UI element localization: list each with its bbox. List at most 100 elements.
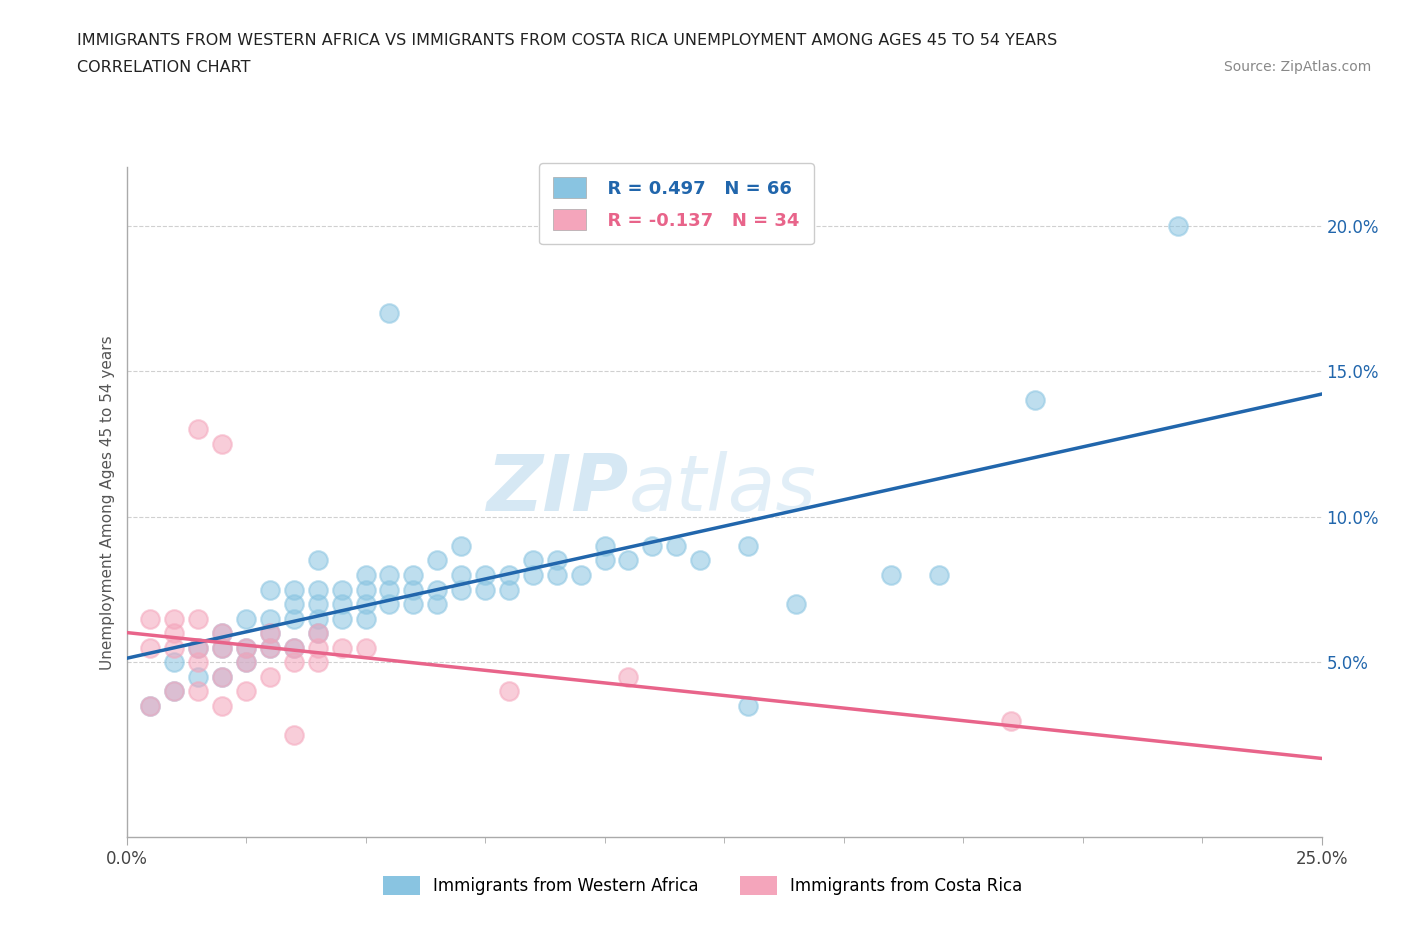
Point: [187, 422, 209, 437]
Text: ZIP: ZIP: [486, 451, 628, 526]
Point: [259, 641, 281, 656]
Point: [235, 641, 257, 656]
Point: [235, 655, 257, 670]
Point: [617, 553, 640, 568]
Point: [307, 597, 329, 612]
Point: [187, 611, 209, 626]
Point: [139, 698, 162, 713]
Point: [211, 436, 233, 451]
Point: [307, 655, 329, 670]
Point: [354, 567, 377, 582]
Point: [402, 567, 425, 582]
Point: [163, 684, 186, 698]
Point: [259, 626, 281, 641]
Point: [1167, 219, 1189, 233]
Point: [259, 670, 281, 684]
Point: [283, 597, 305, 612]
Point: [211, 670, 233, 684]
Point: [259, 582, 281, 597]
Point: [187, 641, 209, 656]
Point: [211, 698, 233, 713]
Point: [283, 727, 305, 742]
Point: [617, 670, 640, 684]
Point: [283, 655, 305, 670]
Point: [546, 553, 568, 568]
Point: [450, 538, 472, 553]
Legend:   R = 0.497   N = 66,   R = -0.137   N = 34: R = 0.497 N = 66, R = -0.137 N = 34: [538, 163, 814, 245]
Point: [1000, 713, 1022, 728]
Point: [330, 611, 353, 626]
Point: [235, 655, 257, 670]
Point: [283, 611, 305, 626]
Point: [474, 582, 496, 597]
Point: [378, 306, 401, 321]
Point: [187, 655, 209, 670]
Point: [402, 582, 425, 597]
Point: [378, 582, 401, 597]
Point: [330, 597, 353, 612]
Point: [307, 553, 329, 568]
Point: [498, 684, 520, 698]
Legend: Immigrants from Western Africa, Immigrants from Costa Rica: Immigrants from Western Africa, Immigran…: [375, 867, 1031, 903]
Point: [307, 641, 329, 656]
Point: [402, 597, 425, 612]
Point: [426, 597, 449, 612]
Point: [187, 641, 209, 656]
Point: [307, 626, 329, 641]
Point: [522, 553, 544, 568]
Point: [139, 641, 162, 656]
Point: [426, 582, 449, 597]
Point: [1024, 392, 1046, 407]
Point: [593, 538, 616, 553]
Point: [546, 567, 568, 582]
Point: [283, 641, 305, 656]
Point: [211, 641, 233, 656]
Point: [259, 641, 281, 656]
Text: CORRELATION CHART: CORRELATION CHART: [77, 60, 250, 75]
Point: [378, 567, 401, 582]
Point: [354, 582, 377, 597]
Point: [283, 641, 305, 656]
Point: [235, 641, 257, 656]
Point: [187, 670, 209, 684]
Point: [211, 626, 233, 641]
Point: [163, 641, 186, 656]
Point: [785, 597, 807, 612]
Point: [235, 684, 257, 698]
Point: [378, 597, 401, 612]
Point: [307, 626, 329, 641]
Point: [665, 538, 688, 553]
Point: [211, 670, 233, 684]
Point: [330, 641, 353, 656]
Point: [330, 582, 353, 597]
Point: [163, 611, 186, 626]
Point: [593, 553, 616, 568]
Y-axis label: Unemployment Among Ages 45 to 54 years: Unemployment Among Ages 45 to 54 years: [100, 335, 115, 670]
Point: [689, 553, 711, 568]
Text: atlas: atlas: [628, 451, 817, 526]
Point: [259, 626, 281, 641]
Point: [187, 684, 209, 698]
Point: [307, 582, 329, 597]
Point: [641, 538, 664, 553]
Point: [354, 597, 377, 612]
Point: [569, 567, 592, 582]
Point: [450, 582, 472, 597]
Point: [163, 684, 186, 698]
Point: [474, 567, 496, 582]
Point: [737, 698, 759, 713]
Text: Source: ZipAtlas.com: Source: ZipAtlas.com: [1223, 60, 1371, 74]
Point: [235, 611, 257, 626]
Point: [163, 655, 186, 670]
Point: [139, 611, 162, 626]
Point: [139, 698, 162, 713]
Point: [354, 611, 377, 626]
Point: [163, 626, 186, 641]
Point: [426, 553, 449, 568]
Text: IMMIGRANTS FROM WESTERN AFRICA VS IMMIGRANTS FROM COSTA RICA UNEMPLOYMENT AMONG : IMMIGRANTS FROM WESTERN AFRICA VS IMMIGR…: [77, 33, 1057, 47]
Point: [522, 567, 544, 582]
Point: [211, 626, 233, 641]
Point: [307, 611, 329, 626]
Point: [498, 582, 520, 597]
Point: [737, 538, 759, 553]
